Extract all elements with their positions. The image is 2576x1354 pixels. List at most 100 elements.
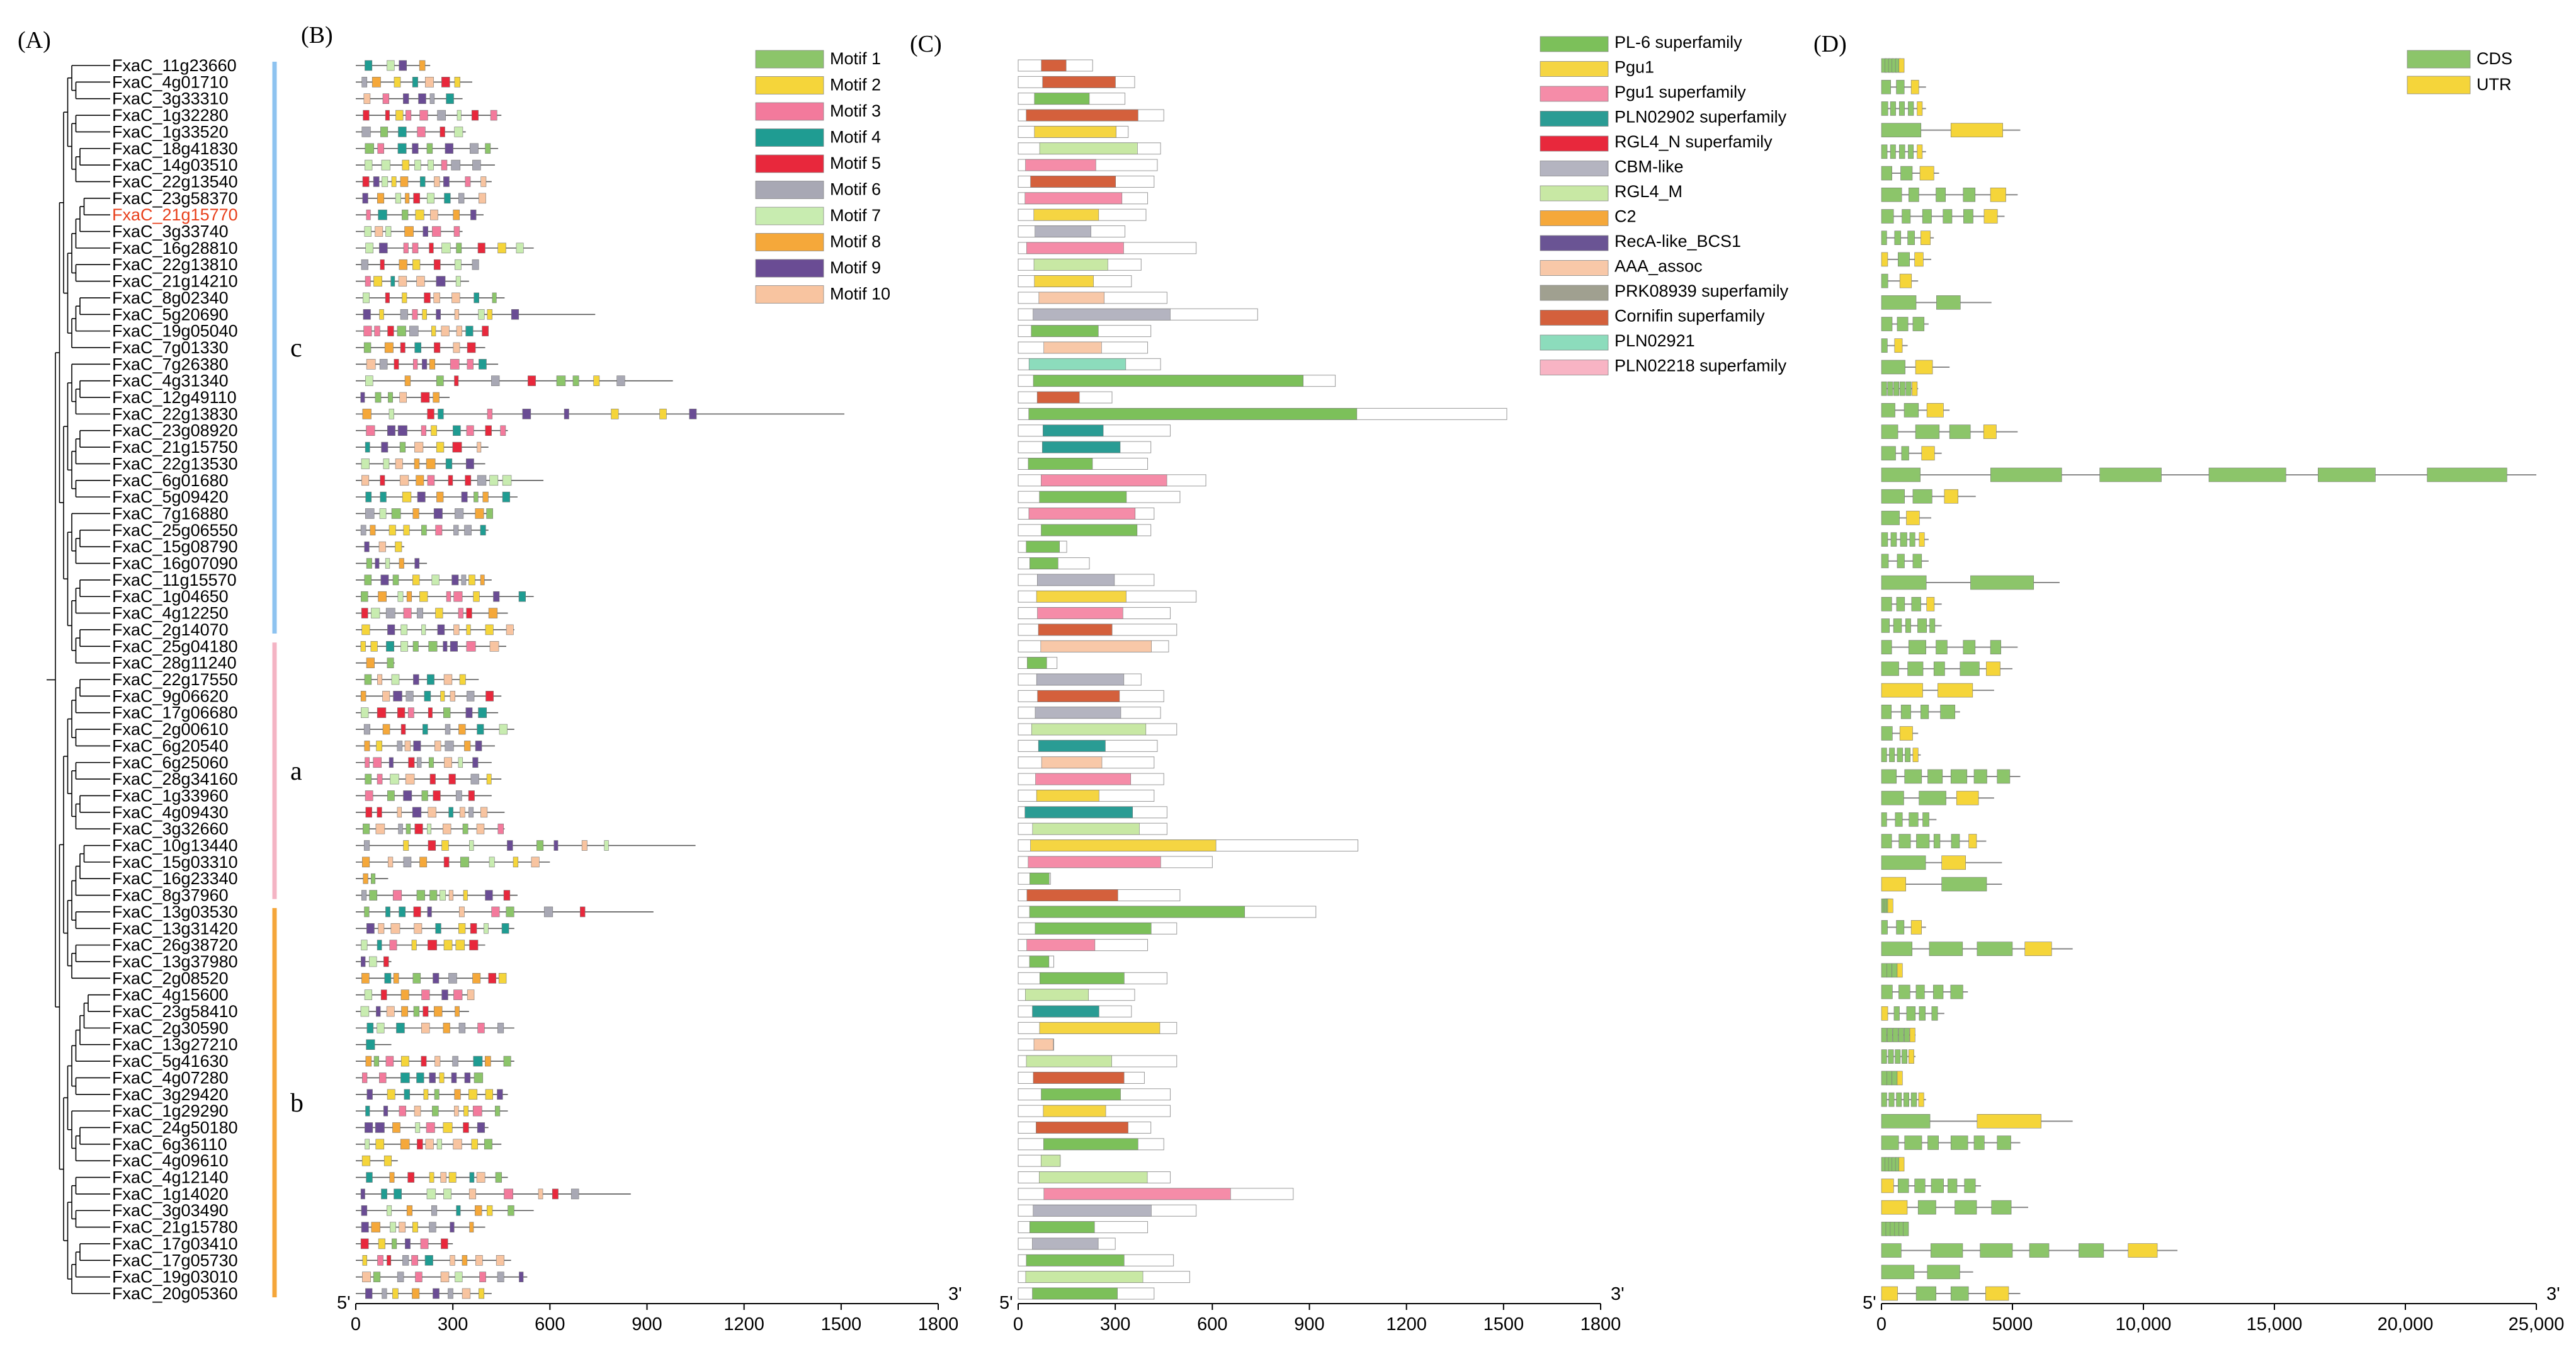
motif-box xyxy=(451,292,460,304)
cds-box xyxy=(1904,1135,1922,1150)
motif-box xyxy=(427,823,432,834)
gene-label: FxaC_10g13440 xyxy=(112,836,238,855)
motif-box xyxy=(469,1172,475,1183)
motif-box xyxy=(454,127,463,137)
motif-box xyxy=(397,707,406,719)
cds-box xyxy=(1921,705,1929,719)
motif-box xyxy=(379,242,388,254)
cds-box xyxy=(1881,446,1896,461)
domain-box xyxy=(1033,208,1099,221)
motif-box xyxy=(362,409,372,419)
motif-legend-swatch xyxy=(755,76,824,94)
motif-box xyxy=(414,923,423,934)
utr-box xyxy=(1910,920,1922,935)
gene-label: FxaC_16g23340 xyxy=(112,869,238,888)
motif-box xyxy=(454,1089,461,1100)
motif-box xyxy=(365,757,370,768)
domain-box xyxy=(1033,308,1171,321)
motif-box xyxy=(424,77,434,88)
motif-box xyxy=(461,491,468,503)
cds-box xyxy=(1881,1114,1931,1129)
motif-box xyxy=(383,458,390,469)
cds-box xyxy=(1905,381,1912,396)
motif-box xyxy=(375,1122,385,1133)
motif-box xyxy=(390,1222,396,1232)
motif-box xyxy=(414,558,420,569)
cds-box xyxy=(1898,1178,1909,1193)
panel-label-b: (B) xyxy=(301,22,333,48)
cds-box xyxy=(1908,640,1926,654)
motif-box xyxy=(361,127,371,137)
motif-box xyxy=(361,940,368,950)
motif-box xyxy=(407,707,414,719)
utr-box xyxy=(2024,942,2052,956)
domain-legend-label: PLN02902 superfamily xyxy=(1614,108,1787,127)
motif-box xyxy=(371,1222,380,1232)
domain-box xyxy=(1040,640,1152,652)
motif-box xyxy=(441,77,450,88)
utr-box xyxy=(1897,963,1903,978)
cds-box xyxy=(1881,403,1895,418)
utr-box xyxy=(1910,79,1919,94)
domain-box xyxy=(1024,806,1133,819)
cds-box xyxy=(1892,1071,1898,1086)
motif-box xyxy=(433,508,443,519)
motif-legend-label: Motif 4 xyxy=(830,128,881,147)
cds-box xyxy=(1927,1265,1960,1280)
motif-box xyxy=(444,193,451,204)
motif-box xyxy=(397,425,407,436)
motif-box xyxy=(428,840,436,851)
cds-box xyxy=(1909,532,1915,547)
axis-d-tick-label: 25,000 xyxy=(2509,1314,2565,1334)
gene-label: FxaC_1g14020 xyxy=(112,1185,229,1203)
motif-box xyxy=(421,525,427,536)
gene-label: FxaC_21g15750 xyxy=(112,438,238,457)
motif-box xyxy=(424,1254,433,1266)
motif-box xyxy=(445,724,451,735)
motif-legend-swatch xyxy=(755,181,824,199)
cds-box xyxy=(1963,640,1976,654)
domain-box xyxy=(1029,955,1050,968)
motif-box xyxy=(450,1222,455,1232)
motif-box xyxy=(466,640,476,652)
motif-box xyxy=(485,143,491,154)
motif-box xyxy=(392,1122,400,1133)
cds-box xyxy=(1887,963,1892,978)
subfamily-label: c xyxy=(290,334,302,363)
gene-label: FxaC_1g32280 xyxy=(112,106,229,125)
cds-box xyxy=(1881,101,1888,116)
cds-box xyxy=(1916,834,1930,848)
gene-label: FxaC_2g08520 xyxy=(112,969,229,987)
gene-label: FxaC_15g08790 xyxy=(112,537,238,556)
motif-box xyxy=(593,375,600,386)
motif-box xyxy=(365,159,373,171)
motif-box xyxy=(426,193,434,204)
motif-box xyxy=(377,1023,385,1033)
cds-box xyxy=(1881,1092,1887,1107)
motif-box xyxy=(611,409,619,419)
cds-box xyxy=(1997,1135,2011,1150)
motif-box xyxy=(429,773,436,785)
cds-box xyxy=(1881,640,1892,654)
utr-box xyxy=(1983,209,1998,224)
motif-box xyxy=(403,790,412,801)
gene-label: FxaC_24g50180 xyxy=(112,1118,238,1137)
cds-box xyxy=(1948,1178,1958,1193)
motif-box xyxy=(455,940,465,950)
motif-box xyxy=(487,309,492,320)
motif-box xyxy=(426,458,436,469)
motif-box xyxy=(377,773,383,785)
motif-box xyxy=(378,541,386,552)
motif-box xyxy=(373,276,382,287)
cds-box xyxy=(1919,790,1946,805)
motif-box xyxy=(451,159,461,171)
domain-legend-label: AAA_assoc xyxy=(1614,257,1703,276)
cds-box xyxy=(1908,187,1919,202)
motif-box xyxy=(497,823,504,834)
gene-label: FxaC_4g12250 xyxy=(112,604,229,623)
motif-box xyxy=(406,1205,412,1216)
motif-box xyxy=(564,409,569,419)
motif-box xyxy=(412,143,419,154)
cds-box xyxy=(1887,1028,1893,1042)
cds-box xyxy=(1941,877,1987,892)
